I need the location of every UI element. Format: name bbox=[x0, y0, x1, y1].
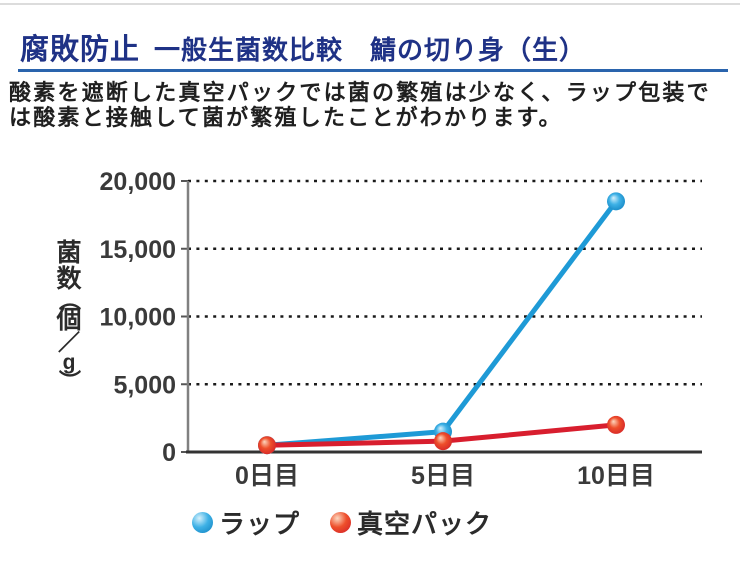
svg-text:10日目: 10日目 bbox=[577, 462, 655, 490]
description-line-2: は酸素と接触して菌が繁殖したことがわかります。 bbox=[9, 105, 563, 130]
top-edge-line bbox=[0, 3, 740, 5]
header: 腐敗防止 一般生菌数比較 鯖の切り身（生） bbox=[20, 26, 728, 68]
legend-label-vacuum: 真空パック bbox=[357, 509, 493, 539]
svg-text:5日目: 5日目 bbox=[411, 462, 475, 490]
header-rule bbox=[18, 69, 728, 72]
legend-label-wrap: ラップ bbox=[219, 509, 301, 539]
vacuum-series-marker-icon bbox=[330, 512, 352, 533]
svg-text:15,000: 15,000 bbox=[100, 236, 176, 264]
svg-text:5,000: 5,000 bbox=[113, 371, 176, 399]
page-title: 腐敗防止 bbox=[20, 34, 141, 66]
chart-legend: ラップ 真空パック bbox=[192, 504, 492, 541]
description: 酸素を遮断した真空パックでは菌の繁殖は少なく、ラップ包装で は酸素と接触して菌が… bbox=[9, 80, 737, 130]
svg-text:0: 0 bbox=[162, 439, 176, 467]
legend-item-wrap: ラップ bbox=[192, 504, 300, 541]
page-subtitle: 一般生菌数比較 鯖の切り身（生） bbox=[154, 35, 587, 65]
description-line-1: 酸素を遮断した真空パックでは菌の繁殖は少なく、ラップ包装で bbox=[9, 80, 711, 105]
svg-text:0日目: 0日目 bbox=[235, 462, 299, 490]
svg-text:20,000: 20,000 bbox=[100, 168, 176, 196]
y-axis-title: 菌数（個／ g） bbox=[56, 239, 82, 392]
svg-text:10,000: 10,000 bbox=[100, 304, 176, 332]
bacteria-line-chart: 0 5,000 10,000 15,000 20,000 0日目 5日目 10日目 bbox=[100, 168, 702, 490]
legend-item-vacuum: 真空パック bbox=[330, 504, 492, 541]
wrap-series-marker-icon bbox=[192, 512, 213, 533]
